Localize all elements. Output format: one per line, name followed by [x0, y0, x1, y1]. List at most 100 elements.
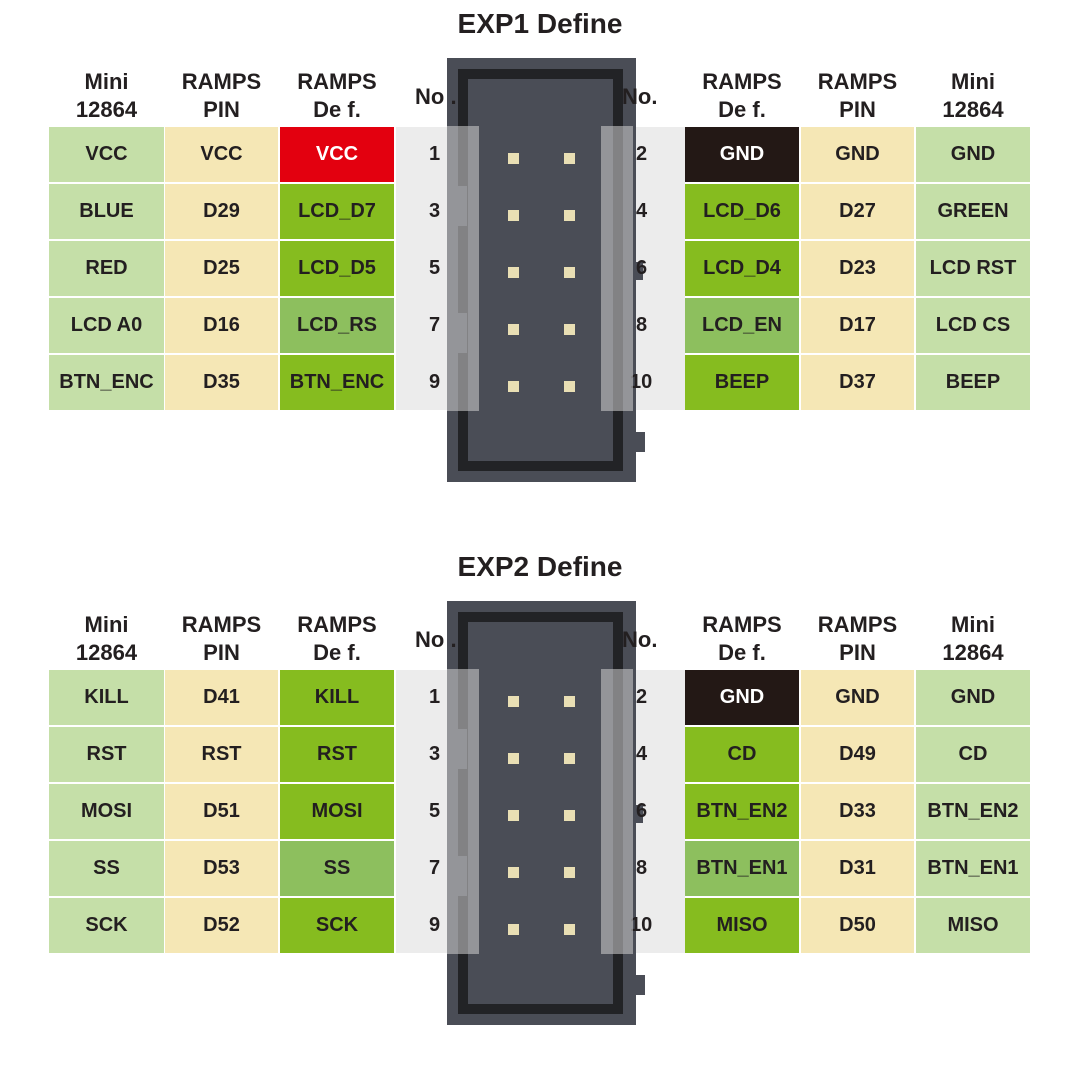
column-header: Mini 12864: [49, 611, 164, 667]
pin-number-left: 5: [429, 257, 441, 279]
pin-cell-right-def: GND: [685, 670, 799, 725]
pin-cell-left-pin: D35: [165, 355, 278, 410]
number-header: No.: [622, 627, 658, 652]
pin-cell-right-def: GND: [685, 127, 799, 182]
column-header-line: PIN: [839, 640, 876, 665]
column-header-line: 12864: [75, 97, 138, 122]
column-header-line: Mini: [951, 69, 995, 94]
pin-cell-right-pin: D49: [801, 727, 914, 782]
pin-cell-right-mini: BTN_EN1: [916, 841, 1030, 896]
column-header: RAMPS PIN: [801, 611, 914, 667]
pin-cell-left-mini: KILL: [49, 670, 164, 725]
column-header: RAMPS PIN: [801, 68, 914, 124]
pin-cell-left-mini: RED: [49, 241, 164, 296]
column-header-line: Mini: [84, 69, 129, 94]
pin-cell-left-mini: LCD A0: [49, 298, 164, 353]
header-pin: [508, 153, 519, 164]
pin-cell-right-def: LCD_D6: [685, 184, 799, 239]
column-header-line: RAMPS: [297, 69, 377, 94]
pin-number-left: 1: [429, 686, 441, 708]
column-header-line: De f.: [313, 97, 361, 122]
header-pin: [508, 810, 519, 821]
section-title: EXP1 Define: [457, 8, 623, 39]
header-pin: [508, 696, 519, 707]
column-header-line: PIN: [203, 97, 240, 122]
pin-number-left: 3: [429, 743, 441, 765]
pin-cell-right-mini: CD: [916, 727, 1030, 782]
pin-cell-left-def: LCD_RS: [280, 298, 394, 353]
exp2-section: EXP2 Define Mini 12864 RAMPS PIN RAMPS De f. RA…: [0, 543, 1080, 1063]
pin-number-right: 4: [636, 743, 648, 765]
connector-rail-left: [447, 126, 479, 411]
header-pin: [508, 381, 519, 392]
pin-cell-right-pin: D37: [801, 355, 914, 410]
pin-cell-left-def: KILL: [280, 670, 394, 725]
pin-cell-right-mini: BEEP: [916, 355, 1030, 410]
pin-number-left: 7: [429, 857, 441, 879]
pin-cell-right-def: CD: [685, 727, 799, 782]
pin-cell-left-mini: MOSI: [49, 784, 164, 839]
pin-cell-left-pin: D29: [165, 184, 278, 239]
pin-cell-right-mini: MISO: [916, 898, 1030, 953]
number-header: No.: [622, 84, 658, 109]
column-header-line: RAMPS: [817, 612, 898, 637]
pin-number-left: 1: [429, 143, 441, 165]
pin-number-left: 9: [429, 914, 441, 936]
pin-cell-left-pin: D53: [165, 841, 278, 896]
number-column-bg: [635, 127, 685, 410]
pin-cell-left-pin: D51: [165, 784, 278, 839]
header-pin: [564, 324, 575, 335]
pin-cell-left-pin: RST: [165, 727, 278, 782]
connector-face: [468, 622, 613, 1004]
column-header-line: 12864: [942, 640, 1004, 665]
connector-rail-right: [601, 669, 633, 954]
column-header-line: RAMPS: [702, 612, 782, 637]
column-header: RAMPS De f.: [280, 611, 394, 667]
column-header-line: PIN: [203, 640, 240, 665]
pin-cell-left-mini: RST: [49, 727, 164, 782]
column-header: RAMPS De f.: [685, 68, 799, 124]
column-header-line: RAMPS: [702, 69, 782, 94]
header-pin: [564, 153, 575, 164]
pin-cell-right-def: LCD_D4: [685, 241, 799, 296]
column-header-line: PIN: [839, 97, 876, 122]
pin-cell-right-pin: D50: [801, 898, 914, 953]
pin-cell-right-pin: D27: [801, 184, 914, 239]
header-pin: [508, 753, 519, 764]
column-header-line: 12864: [75, 640, 138, 665]
pin-cell-left-mini: BTN_ENC: [49, 355, 164, 410]
header-pin: [564, 753, 575, 764]
number-header: No .: [415, 84, 457, 109]
pin-number-right: 8: [636, 857, 648, 879]
pin-cell-left-pin: VCC: [165, 127, 278, 182]
column-header-line: De f.: [313, 640, 361, 665]
pin-cell-left-def: MOSI: [280, 784, 394, 839]
pin-cell-right-def: LCD_EN: [685, 298, 799, 353]
pin-cell-left-def: SCK: [280, 898, 394, 953]
pin-cell-left-pin: D25: [165, 241, 278, 296]
header-pin: [564, 810, 575, 821]
pin-cell-right-mini: LCD RST: [916, 241, 1030, 296]
pin-cell-right-mini: LCD CS: [916, 298, 1030, 353]
pin-cell-right-mini: GND: [916, 670, 1030, 725]
column-header-line: De f.: [718, 640, 766, 665]
pin-cell-right-def: MISO: [685, 898, 799, 953]
pin-number-left: 5: [429, 800, 441, 822]
pin-number-right: 2: [636, 143, 648, 165]
column-header-line: Mini: [951, 612, 995, 637]
pin-cell-right-pin: D17: [801, 298, 914, 353]
number-column-bg: [635, 670, 685, 953]
header-pin: [564, 867, 575, 878]
pin-cell-right-pin: GND: [801, 127, 914, 182]
column-header: Mini 12864: [916, 611, 1030, 667]
pin-cell-left-mini: SS: [49, 841, 164, 896]
pin-number-left: 7: [429, 314, 441, 336]
connector-key: [636, 432, 645, 452]
pin-number-right: 2: [636, 686, 648, 708]
connector-key: [636, 262, 643, 280]
header-pin: [564, 696, 575, 707]
column-header: Mini 12864: [916, 68, 1030, 124]
column-header-line: RAMPS: [181, 612, 262, 637]
pin-cell-left-def: SS: [280, 841, 394, 896]
pin-number-right: 6: [636, 257, 648, 279]
